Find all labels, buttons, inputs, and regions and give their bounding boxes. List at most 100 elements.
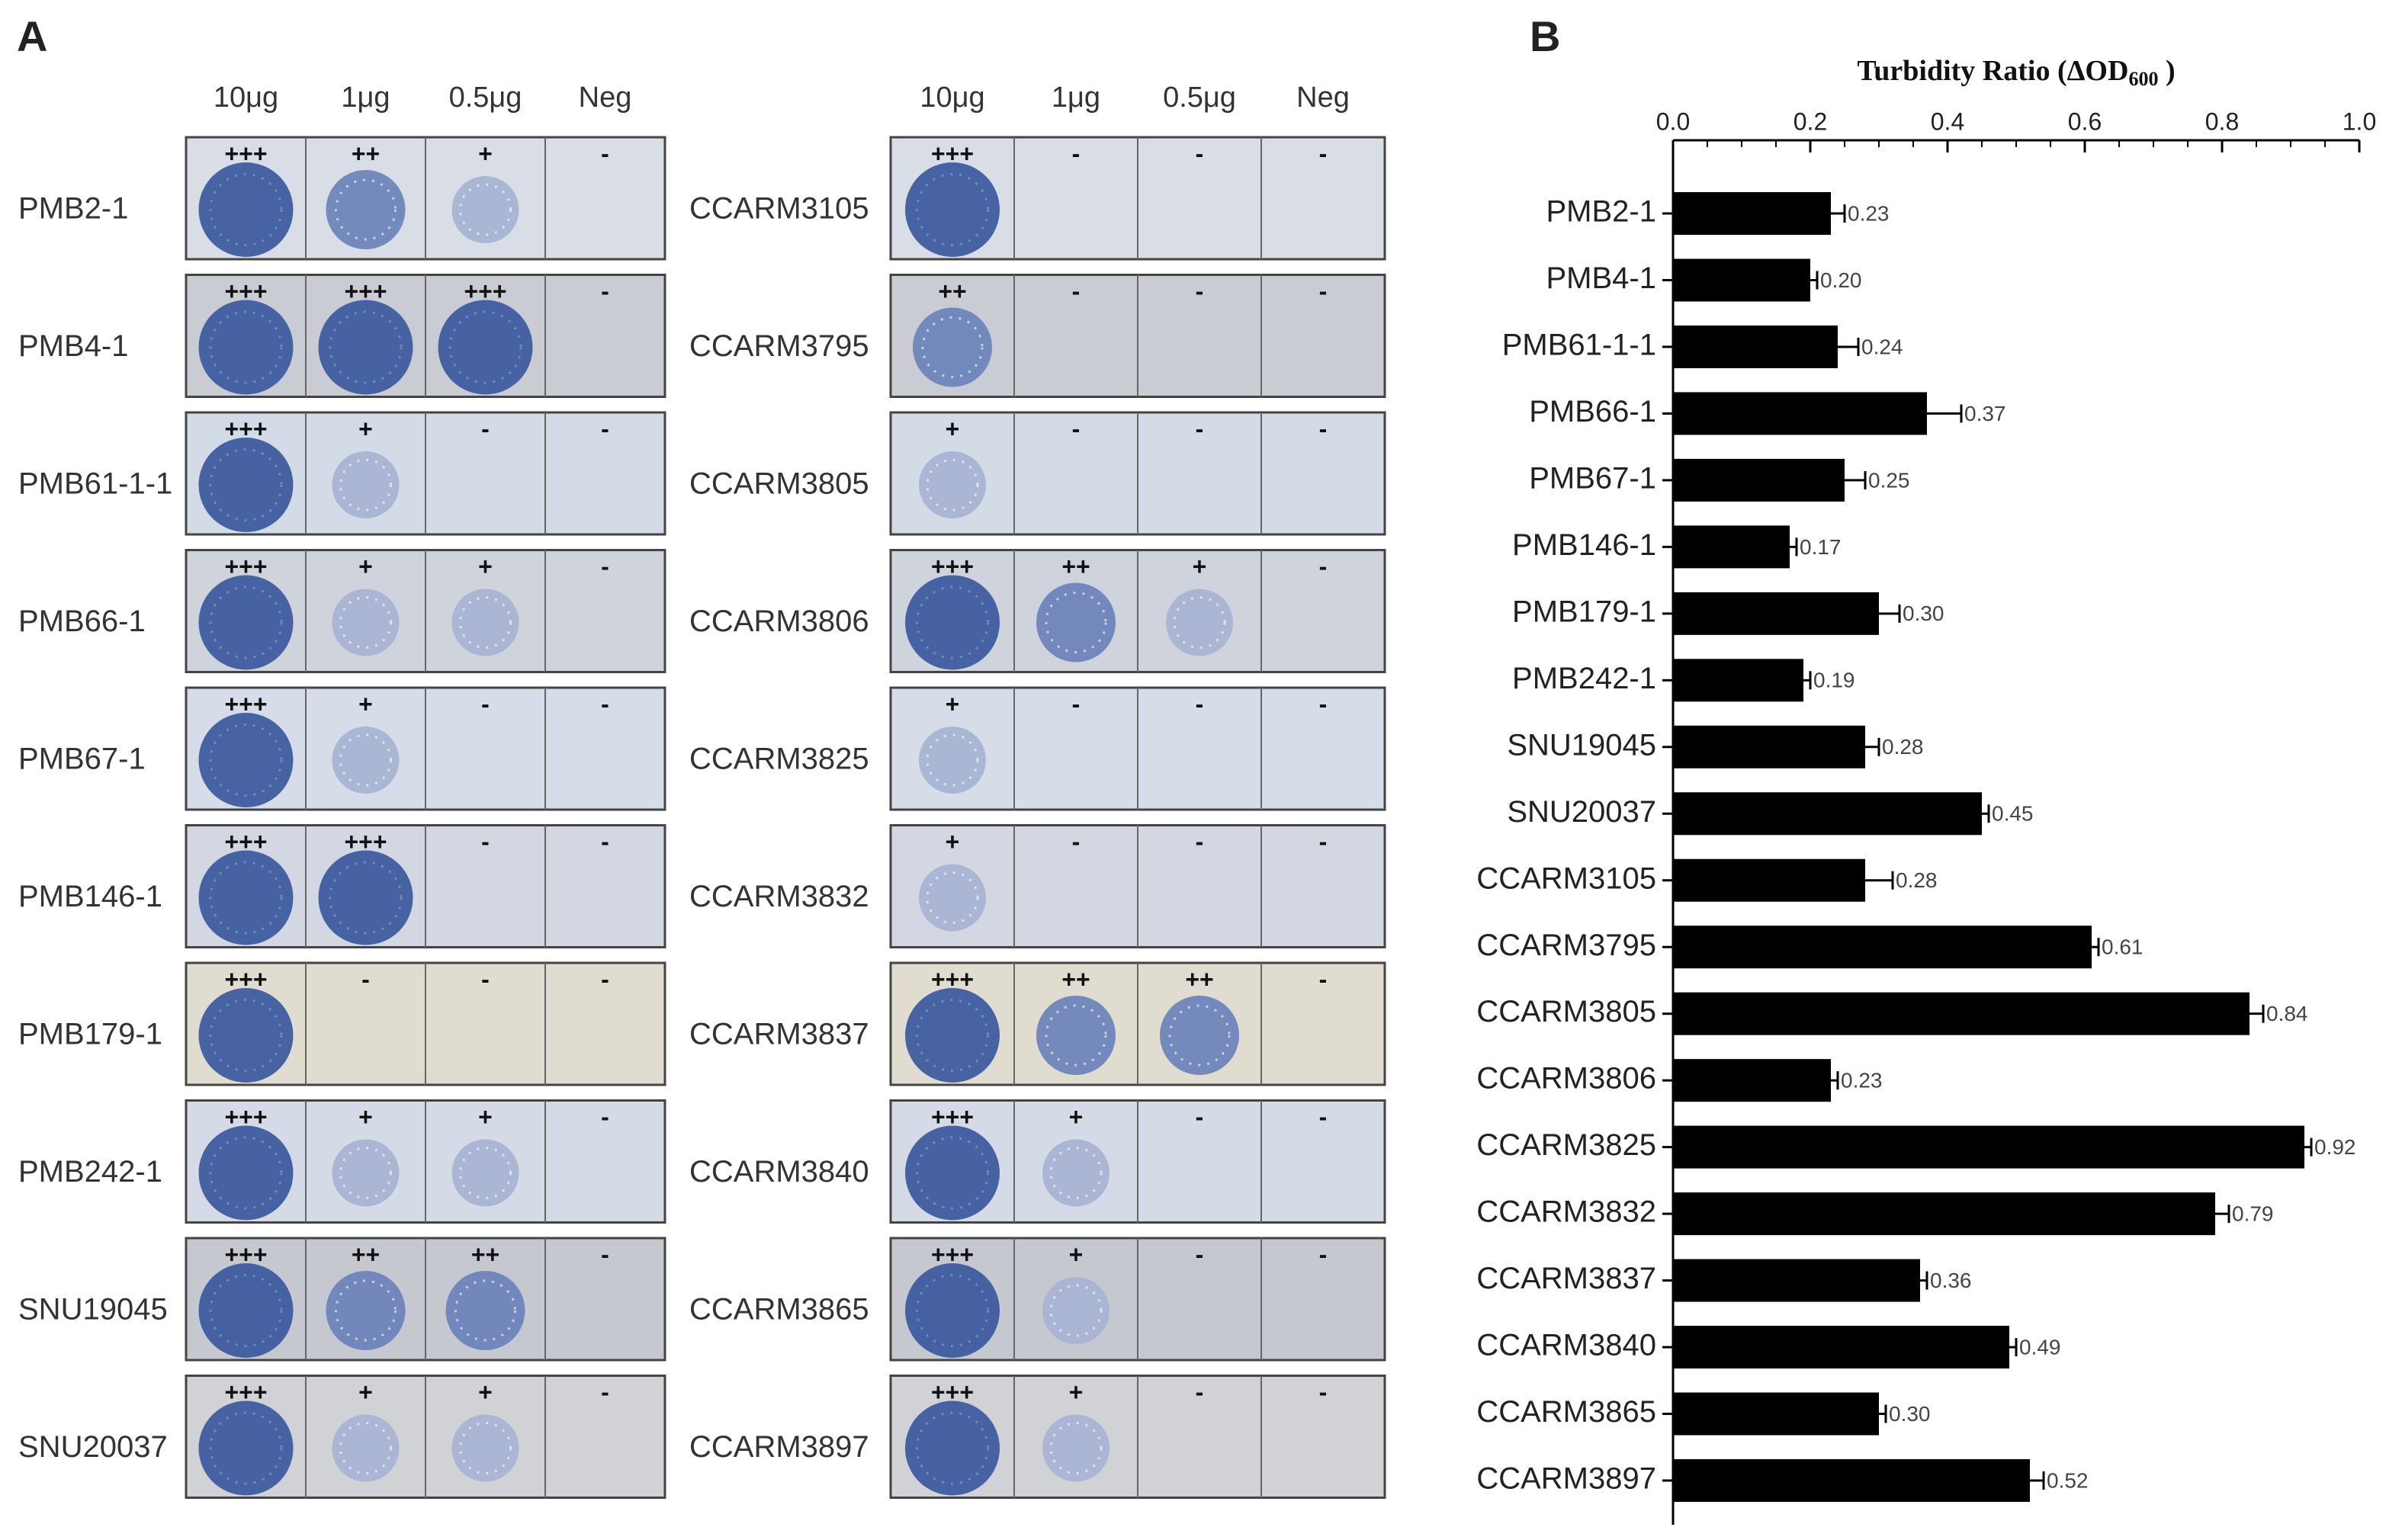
bar bbox=[1673, 1459, 2030, 1502]
value-label: 0.25 bbox=[1868, 468, 1910, 492]
spot-texture bbox=[209, 1274, 283, 1347]
spot bbox=[198, 575, 294, 670]
spot-texture bbox=[209, 586, 283, 659]
title-sub: 600 bbox=[2128, 68, 2158, 90]
bar bbox=[1673, 858, 1865, 902]
strain-label: CCARM3825 bbox=[689, 743, 869, 776]
spot-texture bbox=[916, 173, 989, 246]
strain-label: CCARM3832 bbox=[689, 880, 869, 913]
strain-label: CCARM3105 bbox=[689, 192, 869, 226]
spot-texture bbox=[1049, 1147, 1103, 1199]
x-tick-label: 0.4 bbox=[1931, 107, 1964, 135]
bar bbox=[1673, 725, 1865, 768]
strain-label: PMB2-1 bbox=[18, 192, 129, 226]
spot bbox=[905, 988, 1000, 1083]
strain-label: CCARM3840 bbox=[689, 1155, 869, 1189]
bar bbox=[1673, 926, 2092, 969]
score: +++ bbox=[931, 1103, 974, 1131]
spot bbox=[198, 1400, 294, 1496]
column-header: 0.5μg bbox=[449, 82, 522, 114]
bar bbox=[1673, 458, 1845, 502]
value-label: 0.92 bbox=[2314, 1135, 2356, 1159]
bar bbox=[1673, 1192, 2215, 1236]
spot bbox=[1160, 996, 1239, 1075]
y-tick-label: PMB67-1 bbox=[1529, 461, 1656, 495]
score: +++ bbox=[931, 140, 974, 167]
value-label: 0.17 bbox=[1800, 535, 1842, 559]
score: +++ bbox=[224, 140, 267, 167]
score: + bbox=[1069, 1103, 1084, 1131]
error-bar bbox=[2215, 1205, 2230, 1224]
y-tick-label: SNU19045 bbox=[1507, 728, 1656, 762]
spot bbox=[198, 438, 294, 532]
strain-label: PMB146-1 bbox=[18, 880, 162, 913]
x-tick-label: 0.0 bbox=[1656, 107, 1690, 135]
score: - bbox=[1196, 140, 1204, 167]
spot bbox=[198, 1263, 294, 1358]
strain-label: PMB67-1 bbox=[18, 743, 146, 776]
score: + bbox=[358, 1103, 373, 1131]
spot bbox=[326, 170, 406, 249]
title-end: ) bbox=[2158, 55, 2175, 87]
value-label: 0.30 bbox=[1889, 1402, 1931, 1426]
value-label: 0.28 bbox=[1896, 868, 1938, 892]
value-label: 0.30 bbox=[1903, 602, 1944, 625]
score: - bbox=[1319, 140, 1328, 167]
error-bar bbox=[2304, 1137, 2313, 1157]
y-tick-label: PMB66-1 bbox=[1529, 395, 1656, 428]
column-header: 10μg bbox=[214, 82, 278, 114]
spot bbox=[318, 300, 413, 395]
x-tick-label: 0.8 bbox=[2205, 107, 2239, 135]
score: - bbox=[1072, 278, 1081, 305]
strain-label: SNU20037 bbox=[18, 1430, 168, 1464]
bar bbox=[1673, 192, 1831, 235]
score: + bbox=[358, 1378, 373, 1406]
spot-texture bbox=[209, 723, 283, 797]
y-tick-label: CCARM3825 bbox=[1476, 1128, 1656, 1162]
score: - bbox=[601, 690, 609, 717]
spot bbox=[451, 589, 519, 656]
spot-texture bbox=[339, 458, 392, 512]
column-header: 1μg bbox=[341, 82, 390, 114]
x-tick-label: 0.2 bbox=[1794, 107, 1827, 135]
spot-texture bbox=[459, 1422, 512, 1474]
score: +++ bbox=[224, 278, 267, 305]
score: - bbox=[1319, 278, 1328, 305]
spot bbox=[451, 1414, 519, 1482]
spot-texture bbox=[209, 173, 283, 246]
score: +++ bbox=[224, 553, 267, 580]
spot-texture bbox=[209, 448, 283, 521]
bar bbox=[1673, 258, 1810, 302]
y-tick-label: CCARM3865 bbox=[1476, 1395, 1656, 1429]
score: - bbox=[1072, 415, 1081, 442]
strain-label: SNU19045 bbox=[18, 1293, 168, 1327]
spot bbox=[438, 300, 533, 395]
score: + bbox=[478, 553, 493, 580]
bar bbox=[1673, 992, 2250, 1035]
spot bbox=[318, 850, 413, 945]
panel-label: A bbox=[17, 12, 47, 60]
score: - bbox=[1319, 1103, 1328, 1131]
error-bar bbox=[2250, 1004, 2265, 1023]
spot bbox=[919, 727, 986, 794]
error-bar bbox=[1831, 204, 1846, 223]
score: ++ bbox=[352, 140, 380, 167]
score: + bbox=[358, 690, 373, 717]
value-label: 0.20 bbox=[1820, 268, 1862, 292]
score: + bbox=[946, 690, 960, 717]
score: + bbox=[1069, 1378, 1084, 1406]
strain-label: PMB61-1-1 bbox=[18, 467, 172, 501]
y-tick-label: PMB2-1 bbox=[1546, 195, 1657, 229]
score: - bbox=[361, 965, 370, 993]
error-bar bbox=[2009, 1338, 2018, 1357]
spot-texture bbox=[335, 178, 397, 241]
score: - bbox=[1072, 140, 1081, 167]
score: - bbox=[1196, 1378, 1204, 1406]
error-bar bbox=[1982, 804, 1990, 823]
spot-texture bbox=[1045, 1004, 1107, 1067]
spot bbox=[919, 864, 986, 932]
spot bbox=[1042, 1414, 1110, 1482]
value-label: 0.45 bbox=[1992, 802, 2034, 826]
score: ++ bbox=[1061, 553, 1090, 580]
bar bbox=[1673, 1059, 1831, 1102]
